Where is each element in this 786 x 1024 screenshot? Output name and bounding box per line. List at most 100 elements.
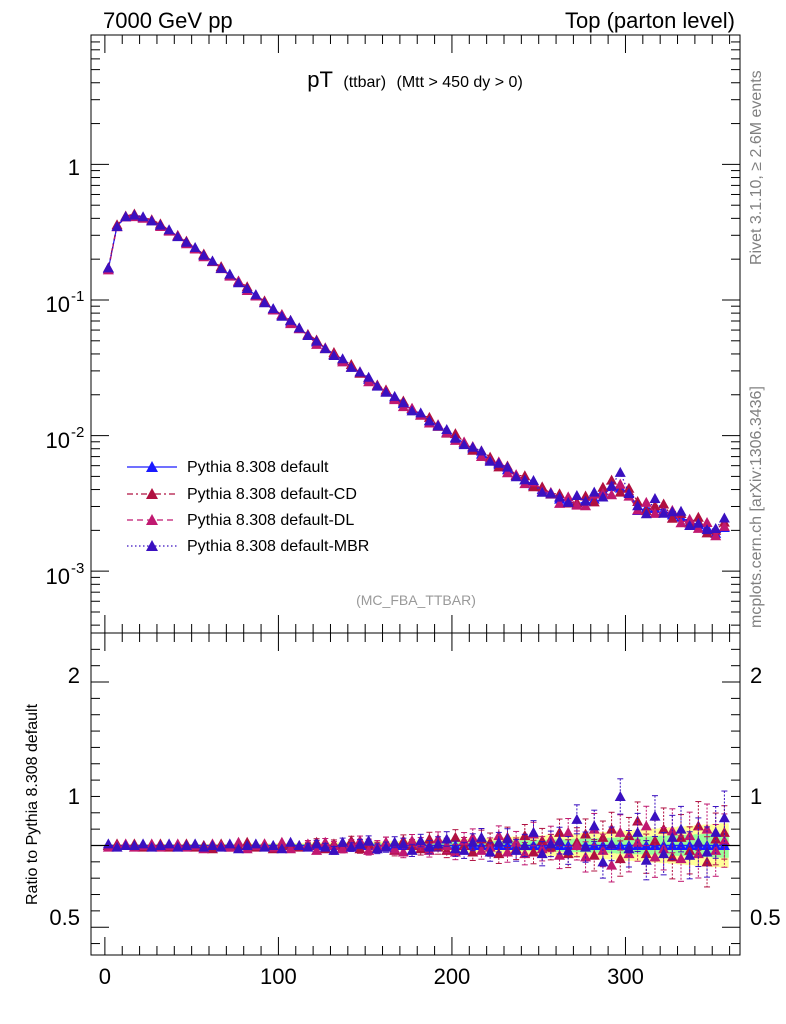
data-point [180,839,192,850]
data-point [406,835,418,846]
legend-entry-default: Pythia 8.308 default [127,459,329,476]
data-point [380,841,392,852]
ratio-frame [90,632,741,956]
ytick-label-1: 1 [68,155,80,180]
data-point [363,835,375,846]
data-point [614,790,626,801]
legend-entry-dl: Pythia 8.308 default-DL [127,512,354,529]
data-point [467,441,479,452]
data-point [233,277,244,288]
data-point [614,853,626,864]
data-point [276,310,288,321]
data-point [154,839,166,850]
data-point [710,523,722,534]
series-pythia-8-308-default-mbr [102,209,730,535]
data-point [423,841,435,852]
data-point [597,491,609,502]
plot-title: pT (ttbar) (Mtt > 450 dy > 0) [307,67,523,92]
data-point [423,415,435,426]
data-point [354,366,366,377]
data-point [684,830,696,841]
data-point [597,831,609,842]
data-point [649,851,661,862]
data-point [493,848,505,859]
data-point [684,519,696,530]
data-point [640,820,652,831]
data-point [250,289,262,300]
data-point [606,859,618,870]
data-point [649,507,661,518]
data-point [484,455,496,466]
data-point [328,844,340,855]
data-point [389,390,401,401]
data-point [614,486,626,497]
data-point [102,838,114,849]
data-point [614,826,626,837]
data-point [449,831,461,842]
data-point [510,836,522,847]
data-point [701,516,713,527]
legend-marker-default [146,461,158,472]
ratio-ytick-left-0.5: 0.5 [49,905,80,930]
data-point [449,843,461,854]
data-point [146,841,158,852]
mcplots-label: mcplots.cern.ch [arXiv:1306.3436] [748,386,765,628]
data-point [588,486,600,497]
data-point [614,478,626,489]
legend-label-mbr: Pythia 8.308 default-MBR [187,538,369,555]
data-point [137,211,149,222]
data-point [467,836,479,847]
data-point [441,833,453,844]
data-point [597,856,609,867]
data-point [441,839,453,850]
data-point [163,838,175,849]
data-point [172,231,184,242]
ratio-axis-ticks [91,633,740,955]
data-point [493,836,505,847]
data-point [701,846,713,857]
data-point [536,486,548,497]
ytick-label-1e-1-base: 10 [46,292,70,317]
data-point [311,335,323,346]
data-point [684,513,696,524]
series-line [107,213,725,534]
data-point [215,841,227,852]
data-point [666,506,678,517]
data-point [276,836,288,847]
data-point [441,424,453,435]
data-point [432,419,444,430]
data-point [233,843,244,854]
data-point [189,838,201,849]
data-point [718,512,730,523]
data-point [371,843,383,854]
data-point [259,297,271,308]
data-point [345,841,357,852]
data-point [102,262,114,273]
data-point [293,839,305,850]
data-point [510,471,522,482]
data-point [371,380,383,391]
data-point [475,445,487,456]
data-point [337,843,349,854]
ratio-panel: 0.5 1 2 0.5 1 2 0 100 200 300 Ratio to Pyth… [24,632,781,989]
ratio-y-axis-label: Ratio to Pythia 8.308 default [24,703,41,905]
legend-label-dl: Pythia 8.308 default-DL [187,512,354,529]
data-point [571,499,583,510]
data-point [501,461,513,472]
ratio-ytick-left-1: 1 [68,784,80,809]
data-point [501,467,513,478]
main-series-layer [102,208,730,541]
data-point [345,361,357,372]
data-point [302,329,314,340]
data-point [536,848,548,859]
data-point [206,839,218,850]
data-point [606,489,618,500]
data-point [120,211,132,222]
data-point [692,522,704,533]
data-point [432,838,444,849]
data-point [120,839,132,850]
data-point [675,505,687,516]
data-point [545,838,557,849]
main-y-tick-labels: 1 10 -1 10 -2 10 -3 [46,155,85,589]
data-point [493,457,505,468]
